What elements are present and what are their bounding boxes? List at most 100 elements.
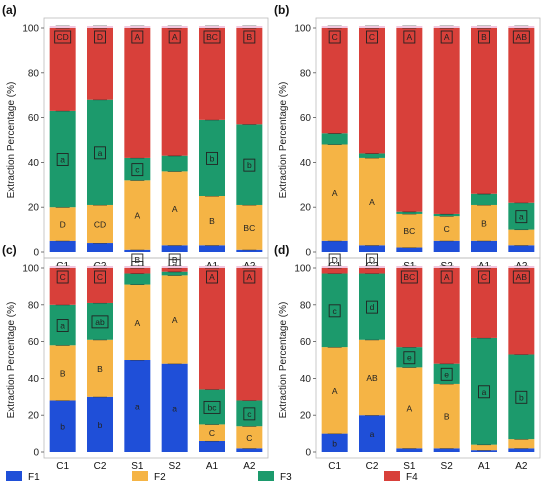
significance-label: B (172, 255, 178, 265)
bar-F2-S2 (161, 275, 188, 364)
y-tick-label: 60 (300, 337, 312, 348)
bar-F4-C2 (359, 28, 385, 154)
significance-label: b (210, 153, 215, 163)
bar-F1-S1 (124, 360, 151, 452)
bar-cap (124, 26, 151, 28)
bar-F3-S1 (396, 347, 423, 368)
bar-F1-S2 (161, 363, 188, 452)
y-tick-label: 80 (300, 68, 312, 79)
label-box (478, 385, 490, 399)
legend-label-F4: F4 (406, 472, 418, 483)
x-tick-label: A2 (243, 461, 256, 472)
x-tick-label: S1 (403, 461, 416, 472)
y-tick-label: 100 (22, 24, 39, 35)
significance-label: e (407, 353, 412, 363)
bar-cap (161, 26, 188, 28)
bar-F2-C2 (359, 339, 385, 416)
bar-cap (199, 26, 225, 28)
label-box (168, 30, 181, 44)
significance-label: A (332, 386, 338, 396)
significance-label: A (134, 211, 140, 221)
bar-cap (49, 266, 76, 268)
panel-3: (c) 0 20 40 60 80 100 Extraction Percentage (%)… (2, 243, 269, 472)
bar-F3-S2 (161, 271, 188, 276)
y-tick-label: 40 (28, 374, 40, 385)
bar-F2-A2 (508, 229, 535, 246)
bar-cap (508, 266, 535, 268)
panel-label: (b) (274, 3, 289, 17)
bar-cap (471, 26, 497, 28)
bar-F4-C1 (321, 268, 348, 274)
x-tick-label: S2 (169, 461, 182, 472)
bar-F2-S1 (124, 284, 151, 360)
significance-label: a (60, 155, 65, 165)
bar-F3-C1 (321, 133, 348, 145)
label-box (54, 30, 72, 44)
bar-F3-S1 (124, 273, 151, 285)
bar-F4-S2 (161, 28, 188, 156)
bar-F4-A1 (471, 268, 497, 338)
bar-cap (396, 266, 423, 268)
y-axis-label: Extraction Percentage (%) (6, 82, 17, 199)
significance-label: A (369, 197, 375, 207)
bar-F3-A2 (508, 202, 535, 230)
bar-F3-S2 (161, 155, 188, 172)
significance-label: bc (208, 402, 218, 412)
plot-frame (43, 257, 269, 459)
bar-cap (161, 266, 188, 268)
bar-cap (87, 266, 113, 268)
significance-label: e (444, 369, 449, 379)
label-box (440, 30, 453, 44)
bar-F3-C1 (49, 304, 76, 346)
significance-label: a (519, 212, 524, 222)
significance-label: b (247, 160, 252, 170)
label-box (512, 30, 530, 44)
bar-F3-A2 (236, 400, 263, 427)
plot-frame (315, 257, 541, 459)
bar-F2-S1 (396, 367, 423, 449)
significance-label: A (332, 188, 338, 198)
bar-F2-A2 (508, 439, 535, 449)
significance-label: a (370, 429, 375, 439)
significance-label: A (406, 403, 412, 413)
bar-F3-C1 (49, 110, 76, 208)
significance-label: CD (94, 220, 106, 230)
significance-label: AB (366, 373, 378, 383)
label-box (243, 407, 256, 421)
bar-cap (508, 26, 535, 28)
label-box (515, 210, 528, 224)
panel-2: (b) 0 20 40 60 80 100 Extraction Percentage (%)… (274, 3, 541, 272)
legend-swatch-F1 (6, 471, 22, 481)
significance-label: BC (206, 32, 218, 42)
bar-F4-C1 (321, 28, 348, 134)
bar-cap (199, 266, 225, 268)
bar-cap (359, 26, 385, 28)
bar-F2-S1 (396, 213, 423, 248)
significance-label: C (209, 428, 215, 438)
significance-label: B (97, 364, 103, 374)
bar-F4-S2 (161, 268, 188, 272)
bar-F3-A2 (236, 124, 263, 205)
bar-F3-A1 (199, 119, 225, 196)
bar-F1-C1 (321, 240, 348, 252)
bar-F1-A1 (199, 440, 225, 452)
significance-label: BC (403, 272, 415, 282)
significance-label: d (370, 302, 375, 312)
x-tick-label: A2 (515, 461, 528, 472)
bar-F1-S2 (433, 448, 460, 452)
bar-F4-S2 (433, 268, 460, 364)
x-tick-label: C2 (366, 461, 379, 472)
panel-label: (a) (2, 3, 17, 17)
significance-label: AB (516, 272, 528, 282)
x-tick-label: S1 (131, 461, 144, 472)
bar-F1-C2 (87, 243, 113, 252)
bar-F1-C1 (49, 400, 76, 452)
label-box (94, 30, 106, 44)
bar-cap (49, 26, 76, 28)
bar-F2-A1 (199, 424, 225, 441)
significance-label: a (172, 403, 177, 413)
bar-F3-A1 (199, 389, 225, 425)
bar-F2-A2 (236, 204, 263, 250)
